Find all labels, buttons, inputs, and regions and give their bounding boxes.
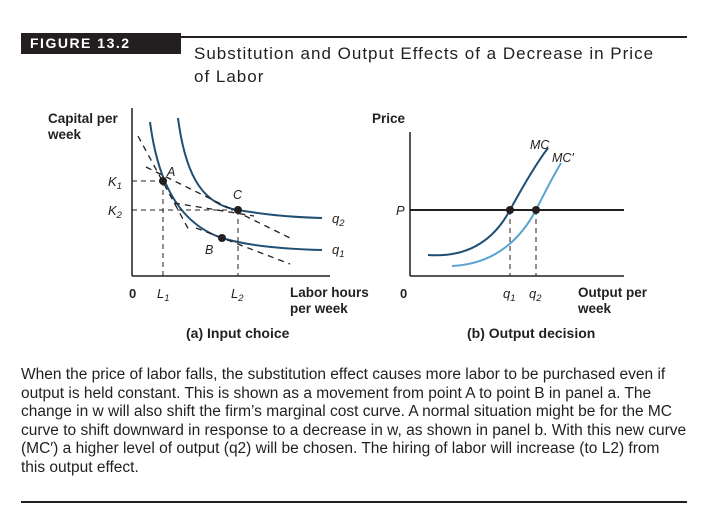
panel-a-origin: 0 [129,286,136,301]
panel-b-caption: (b) Output decision [467,325,595,341]
panel-a: Capital per week Labor hours per week 0 … [47,108,369,341]
panel-a-y-axis-label-line2: week [47,127,82,142]
isoquant-q1-label: q1 [332,242,345,260]
panel-b-x-axis-label-line1: Output per [578,285,648,300]
equilibrium-q1-point [506,206,514,214]
panel-b-y-axis-label: Price [372,111,406,126]
point-a [159,177,167,185]
isocost-line-original [145,166,291,239]
tick-q1: q1 [503,286,516,304]
panel-a-y-axis-label-line1: Capital per [48,111,119,126]
isocost-line-new [173,202,255,217]
panel-b-x-axis-label-line2: week [577,301,612,316]
point-a-label: A [166,165,175,179]
tick-l2: L2 [231,286,244,304]
isoquant-q2 [177,117,323,219]
panel-b-origin: 0 [400,286,407,301]
figure-title: Substitution and Output Effects of a Dec… [194,44,655,86]
tick-k2: K2 [108,203,123,221]
figure-diagram: Capital per week Labor hours per week 0 … [47,108,648,341]
point-c-label: C [233,188,243,202]
figure-caption: When the price of labor falls, the subst… [21,366,687,476]
price-p-label: P [396,203,405,218]
tick-l1: L1 [157,286,170,304]
tick-k1: K1 [108,174,122,192]
isoquant-q2-label: q2 [332,211,345,229]
bottom-rule [21,501,687,503]
panel-a-x-axis-label-line1: Labor hours [290,285,369,300]
equilibrium-q2-point [532,206,540,214]
isocost-line-parallel [137,135,191,233]
isocost-line-lower [195,227,291,265]
top-rule [181,36,687,38]
tick-q2: q2 [529,286,542,304]
isoquant-q1 [149,121,323,251]
panel-b: Price Output per week 0 P MC MC′ q1 q2 (… [372,111,648,341]
mc-prime-curve [451,162,562,267]
mc-prime-label: MC′ [552,151,574,165]
point-b-label: B [205,243,213,257]
point-c [234,206,242,214]
panel-a-caption: (a) Input choice [186,325,290,341]
mc-curve [427,147,549,257]
figure-label: FIGURE 13.2 [21,33,181,54]
mc-label: MC [530,138,550,152]
panel-a-x-axis-label-line2: per week [290,301,348,316]
point-b [218,234,226,242]
